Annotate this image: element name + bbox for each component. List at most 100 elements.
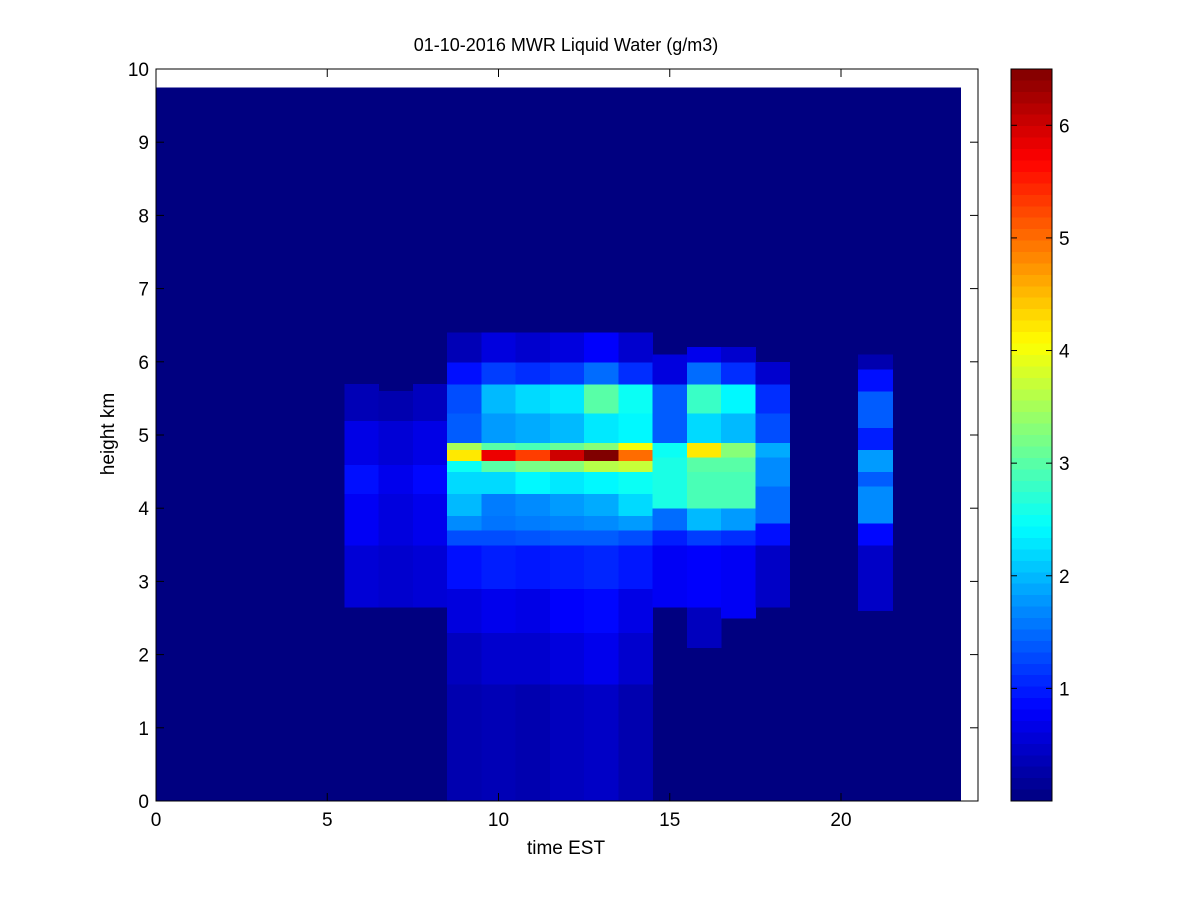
- heatmap-cell: [721, 508, 756, 531]
- x-tick-label: 0: [151, 810, 162, 831]
- heatmap-cell: [549, 361, 585, 385]
- heatmap-cell: [652, 442, 688, 458]
- heatmap-cell: [618, 471, 654, 495]
- heatmap-cell: [344, 383, 380, 421]
- heatmap-cell: [344, 493, 380, 546]
- heatmap-cell: [584, 588, 619, 634]
- heatmap-cell: [412, 420, 448, 465]
- heatmap-cell: [755, 361, 791, 385]
- heatmap-cell: [755, 544, 791, 608]
- heatmap-cell: [858, 391, 893, 429]
- heatmap-cell: [584, 332, 619, 363]
- heatmap-cell: [515, 544, 551, 590]
- heatmap-cell: [412, 493, 448, 546]
- heatmap-cell: [515, 515, 551, 531]
- heatmap-cell: [618, 413, 654, 443]
- heatmap-cell: [858, 471, 893, 487]
- heatmap-cell: [515, 361, 551, 385]
- heatmap-cell: [584, 442, 619, 451]
- heatmap-cell: [481, 544, 517, 590]
- heatmap-cell: [549, 413, 585, 443]
- heatmap-cell: [515, 460, 551, 473]
- heatmap-cell: [515, 493, 551, 517]
- heatmap-cell: [481, 530, 517, 546]
- heatmap-cell: [481, 632, 517, 685]
- heatmap-cell: [412, 464, 448, 495]
- heatmap-cell: [686, 383, 722, 414]
- heatmap-cell: [652, 508, 688, 531]
- heatmap-cell: [515, 442, 551, 451]
- heatmap-cell: [378, 391, 414, 421]
- heatmap-cell: [481, 383, 517, 414]
- heatmap-cell: [618, 460, 654, 473]
- heatmap-cell: [618, 361, 654, 385]
- heatmap-cell: [515, 683, 551, 802]
- heatmap-cell: [652, 383, 688, 443]
- heatmap-cell: [481, 471, 517, 495]
- heatmap-cell: [549, 332, 585, 363]
- heatmap-cell: [721, 544, 756, 619]
- heatmap-cell: [618, 544, 654, 590]
- heatmap-cell: [344, 464, 380, 495]
- heatmap-cell: [686, 471, 722, 509]
- heatmap-cell: [618, 530, 654, 546]
- heatmap-cell: [515, 530, 551, 546]
- heatmap-cell: [549, 471, 585, 495]
- heatmap-cell: [584, 544, 619, 590]
- y-tick-label: 5: [138, 426, 149, 447]
- heatmap-cell: [549, 442, 585, 451]
- heatmap-cell: [686, 413, 722, 443]
- colorbar-tick-label: 5: [1059, 229, 1070, 250]
- colorbar: 1 2 3 4 5 6: [1010, 68, 1070, 802]
- heatmap-cell: [549, 588, 585, 634]
- heatmap-cell: [858, 369, 893, 392]
- heatmap-cell: [549, 383, 585, 414]
- heatmap-cell: [858, 354, 893, 370]
- heatmap-cell: [618, 449, 654, 462]
- heatmap-cell: [584, 493, 619, 517]
- heatmap-cell: [721, 456, 756, 473]
- heatmap-cell: [447, 683, 482, 802]
- heatmap-cell: [447, 460, 482, 473]
- heatmap-cell: [721, 530, 756, 546]
- heatmap-cell: [344, 544, 380, 608]
- y-tick-label: 6: [138, 353, 149, 374]
- heatmap-cell: [549, 683, 585, 802]
- y-tick-label: 1: [138, 719, 149, 740]
- x-axis-label: time EST: [527, 838, 606, 859]
- heatmap-cell: [481, 361, 517, 385]
- heatmap-cell: [755, 413, 791, 443]
- heatmap-cell: [652, 530, 688, 546]
- heatmap-cell: [618, 332, 654, 363]
- heatmap-cell: [481, 515, 517, 531]
- heatmap-cell: [515, 588, 551, 634]
- y-tick-label: 2: [138, 646, 149, 667]
- heatmap-cell: [618, 383, 654, 414]
- heatmap-cell: [447, 471, 482, 495]
- heatmap-cell: [652, 544, 688, 608]
- heatmap-cell: [721, 361, 756, 385]
- heatmap-cell: [447, 332, 482, 363]
- heatmap-cell: [412, 544, 448, 608]
- heatmap-cell: [584, 632, 619, 685]
- heatmap-cell: [584, 449, 619, 462]
- heatmap-cell: [344, 420, 380, 465]
- heatmap-cell: [549, 530, 585, 546]
- heatmap-cell: [755, 442, 791, 458]
- heatmap-cell: [549, 493, 585, 517]
- heatmap-cell: [584, 530, 619, 546]
- heatmap-cell: [618, 442, 654, 451]
- heatmap-cell: [652, 456, 688, 473]
- heatmap-cell: [515, 413, 551, 443]
- heatmap-cell: [755, 522, 791, 546]
- heatmap-cell: [858, 522, 893, 546]
- heatmap-cell: [858, 427, 893, 451]
- y-axis: 0 1 2 3 4 5 6 7 8 9 10: [128, 60, 978, 813]
- heatmap-cell: [378, 464, 414, 495]
- heatmap-cell: [515, 449, 551, 462]
- heatmap-cell: [858, 544, 893, 612]
- heatmap-cell: [618, 515, 654, 531]
- heatmap-cell: [584, 361, 619, 385]
- heatmap-cell: [721, 471, 756, 509]
- x-tick-label: 15: [659, 810, 680, 831]
